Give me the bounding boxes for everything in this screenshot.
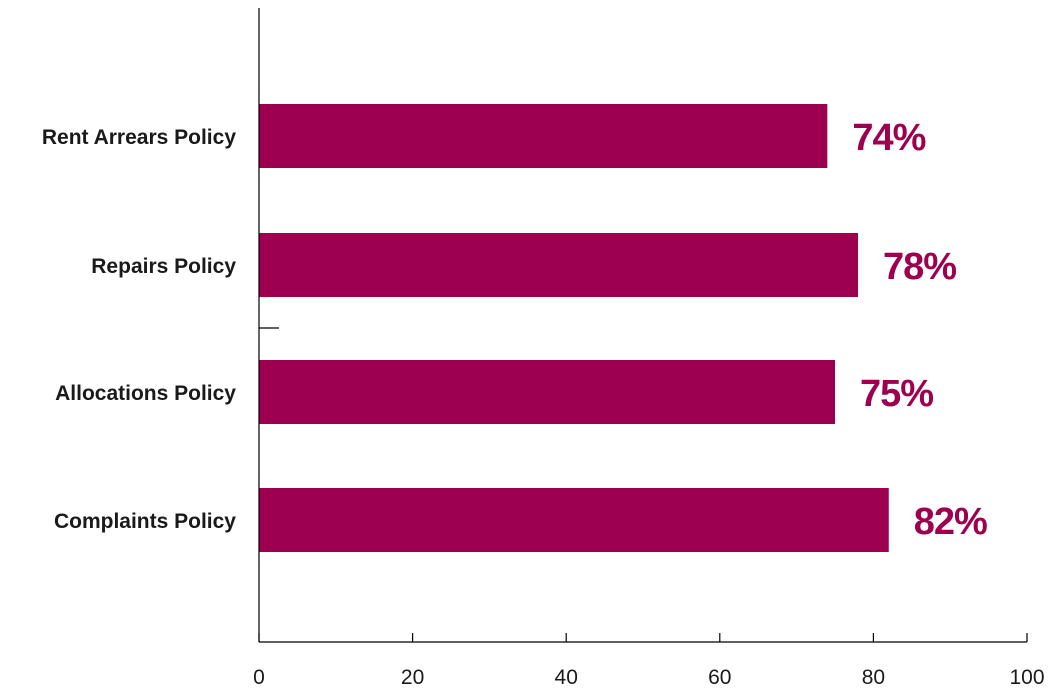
x-ticks-group: [258, 633, 1028, 642]
bar-1: [259, 233, 859, 297]
x-tick-label-4: 80: [862, 666, 885, 689]
bar-3: [259, 488, 889, 552]
x-tick-label-1: 20: [401, 666, 424, 689]
category-label-2: Allocations Policy: [55, 382, 236, 405]
x-tick-label-0: 0: [253, 666, 265, 689]
x-tick-label-3: 60: [708, 666, 731, 689]
bar-2: [259, 360, 835, 424]
data-label-2: 75%: [860, 373, 933, 415]
category-label-0: Rent Arrears Policy: [42, 126, 236, 149]
data-label-3: 82%: [914, 501, 987, 543]
category-label-1: Repairs Policy: [91, 255, 236, 278]
category-label-3: Complaints Policy: [54, 510, 236, 533]
bars-group: [259, 104, 889, 552]
category-labels-group: Rent Arrears Policy Repairs Policy Allocat…: [42, 126, 236, 533]
data-label-0: 74%: [852, 117, 925, 159]
bar-0: [259, 104, 828, 168]
x-tick-label-5: 100: [1009, 666, 1044, 689]
x-tick-labels-group: 0 20 40 60 80 100: [253, 666, 1044, 689]
data-label-1: 78%: [883, 246, 956, 288]
data-labels-group: 74% 78% 75% 82%: [852, 117, 988, 543]
x-tick-label-2: 40: [555, 666, 578, 689]
